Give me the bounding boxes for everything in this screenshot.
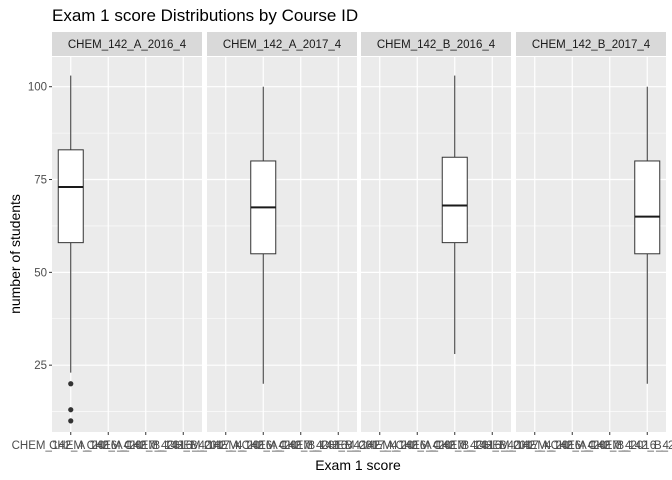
x-tick-label: CHEM_142_B_2016_4 — [396, 440, 515, 452]
facet-strip — [516, 32, 666, 56]
panel-background — [207, 57, 357, 432]
x-tick-label: CHEM_142_B_2017_4 — [433, 440, 552, 452]
x-tick-label: CHEM_142_B_2016_4 — [242, 440, 361, 452]
x-tick-label: CHEM_142_A_2016_4 — [167, 440, 286, 452]
y-tick-label: 50 — [34, 267, 47, 279]
x-tick-label: CHEM_142_A_2017_4 — [513, 440, 632, 452]
box — [634, 160, 661, 255]
facet-strip-label: CHEM_142_A_2016_4 — [68, 39, 187, 51]
panel-background — [361, 57, 511, 432]
chart-title: Exam 1 score Distributions by Course ID — [52, 6, 358, 25]
facet-strip-label: CHEM_142_B_2016_4 — [377, 39, 496, 51]
x-tick-label: CHEM_142_B_2017_4 — [124, 440, 243, 452]
x-axis-title: Exam 1 score — [315, 457, 401, 473]
y-tick-label: 75 — [34, 175, 47, 187]
x-tick-label: CHEM_142_A_2017_4 — [49, 440, 168, 452]
facet-strip-label: CHEM_142_A_2017_4 — [223, 39, 342, 51]
x-axis: CHEM_142_A_2016_4CHEM_142_A_2017_4CHEM_1… — [12, 432, 672, 452]
x-tick-label: CHEM_142_B_2017_4 — [588, 440, 672, 452]
outlier-point — [68, 418, 74, 424]
outlier-point — [68, 381, 74, 387]
panel-background — [52, 57, 202, 432]
x-tick-label: CHEM_142_B_2016_4 — [87, 440, 206, 452]
y-tick-label: 25 — [34, 360, 47, 372]
box — [441, 156, 468, 244]
x-tick-label: CHEM_142_B_2017_4 — [279, 440, 398, 452]
facet-strip — [52, 32, 202, 56]
x-tick-label: CHEM_142_A_2017_4 — [358, 440, 477, 452]
facet-panel: CHEM_142_B_2016_4 — [361, 32, 511, 432]
x-tick-label: CHEM_142_A_2016_4 — [476, 440, 595, 452]
y-tick-label: 100 — [28, 82, 47, 94]
facet-strip — [361, 32, 511, 56]
facet-strip-label: CHEM_142_B_2017_4 — [532, 39, 651, 51]
panels: CHEM_142_A_2016_4 CHEM_142_A_2017_4 CHEM_1… — [52, 32, 666, 432]
x-tick-label: CHEM_142_A_2016_4 — [321, 440, 440, 452]
facet-panel: CHEM_142_B_2017_4 — [516, 32, 666, 432]
facet-panel: CHEM_142_A_2017_4 — [207, 32, 357, 432]
x-tick-label: CHEM_142_A_2016_4 — [12, 440, 131, 452]
box — [57, 149, 84, 244]
y-axis: 25 50 75 100 — [28, 82, 52, 372]
x-tick-label: CHEM_142_B_2016_4 — [551, 440, 670, 452]
x-tick-label: CHEM_142_A_2017_4 — [204, 440, 323, 452]
outlier-point — [68, 407, 74, 413]
facet-strip — [207, 32, 357, 56]
facet-panel: CHEM_142_A_2016_4 — [52, 32, 202, 432]
y-axis-title: number of students — [7, 194, 23, 314]
